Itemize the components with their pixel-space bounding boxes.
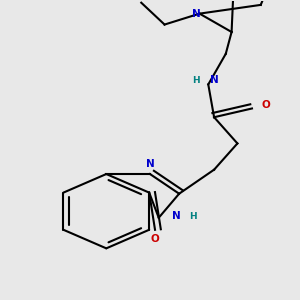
Text: N: N [146,159,154,170]
Text: O: O [261,100,270,110]
Text: H: H [192,76,199,85]
Text: N: N [172,211,181,220]
Text: N: N [192,9,201,19]
Text: H: H [189,212,196,221]
Text: N: N [210,75,218,85]
Text: O: O [151,233,159,244]
